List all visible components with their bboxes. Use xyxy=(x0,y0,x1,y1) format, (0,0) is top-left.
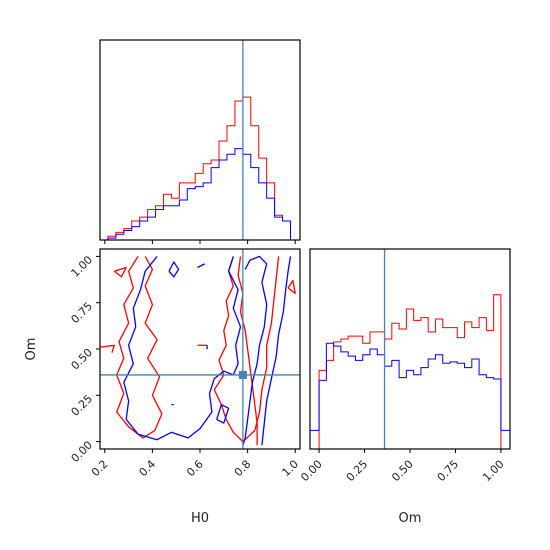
hist-Om-series-0-step xyxy=(310,294,510,449)
contour-H0-Om-x-tick-label: 0.2 xyxy=(89,458,111,480)
hist-H0-frame xyxy=(99,39,301,241)
hist-Om-x-tick-label: 0.50 xyxy=(389,458,416,485)
contour-line-series-0-3 xyxy=(100,344,115,353)
contour-line-series-0-0 xyxy=(116,256,163,439)
contour-line-series-0-2 xyxy=(237,256,258,446)
histogram-panel-om: 0.00 0.25 0.50 0.75 1.00 xyxy=(298,248,511,485)
contour-y-tick-label: 0.75 xyxy=(69,300,96,327)
contour-line-series-1-14 xyxy=(197,263,206,269)
contour-line-series-1-8 xyxy=(242,255,268,446)
contour-line-series-0-1 xyxy=(213,256,280,443)
contour-line-series-1-7 xyxy=(123,255,242,441)
hist-H0-series-1-step xyxy=(100,148,300,240)
x-axis-label-om: Om xyxy=(399,511,422,526)
hist-Om-x-tick-label: 0.75 xyxy=(435,458,462,485)
hist-Om-x-tick-label: 0.00 xyxy=(298,458,325,485)
contour-y-tick-label: 0.50 xyxy=(69,346,96,373)
x-axis-label-h0: H0 xyxy=(191,511,209,526)
contour-H0-Om-x-tick-label: 0.8 xyxy=(232,458,254,480)
contour-y-tick-label: 0.25 xyxy=(69,392,96,419)
contour-H0-Om-x-tick-label: 0.6 xyxy=(184,458,206,480)
hist-Om-x-tick-label: 0.25 xyxy=(344,458,371,485)
hist-H0-series-0-step xyxy=(100,96,300,240)
y-axis-label-om: Om xyxy=(24,338,39,361)
contour-panel-h0-om: 0.2 0.4 0.6 0.8 1.0 0.00 0.25 0.50 0.75 1.00 xyxy=(69,248,301,480)
contour-line-series-1-9 xyxy=(261,256,292,446)
contour-truth-marker xyxy=(238,370,247,379)
contour-line-series-0-4 xyxy=(113,266,127,278)
contour-line-series-1-10 xyxy=(216,403,230,424)
contour-y-tick-label: 1.00 xyxy=(69,253,96,280)
histogram-panel-h0 xyxy=(99,39,301,244)
hist-Om-x-tick-label: 1.00 xyxy=(480,458,507,485)
hist-Om-series-1-step xyxy=(310,342,510,449)
contour-H0-Om-x-tick-label: 1.0 xyxy=(279,458,301,480)
contour-H0-Om-x-tick-label: 0.4 xyxy=(137,458,159,480)
hist-Om-frame xyxy=(309,248,511,450)
contour-y-tick-label: 0.00 xyxy=(69,439,96,466)
contour-line-series-0-6 xyxy=(287,279,296,295)
contour-line-series-1-11 xyxy=(168,261,180,278)
